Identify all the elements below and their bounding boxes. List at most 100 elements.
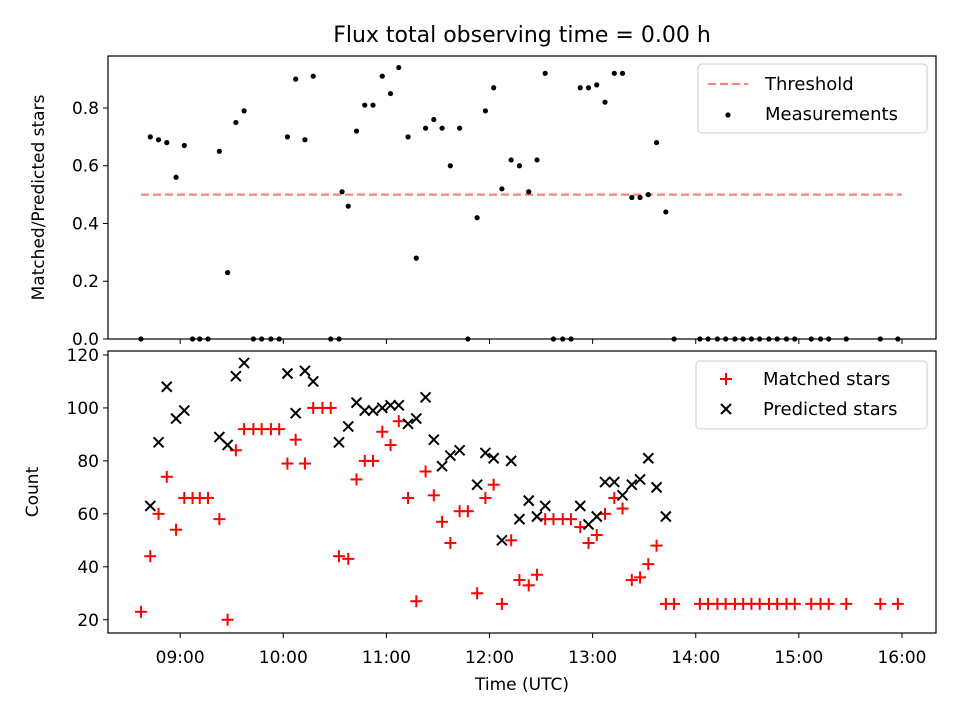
matched-star-point — [342, 552, 355, 565]
bottom-y-tick-label: 100 — [67, 399, 99, 419]
measurement-point — [585, 85, 592, 91]
measurement-point — [534, 157, 540, 163]
matched-star-point — [650, 539, 663, 552]
predicted-star-point — [281, 367, 294, 380]
x-tick-label: 13:00 — [568, 648, 617, 668]
measurement-point — [216, 148, 222, 154]
matched-star-point — [471, 587, 484, 600]
matched-star-point — [213, 513, 226, 526]
predicted-star-point — [393, 399, 405, 411]
measurement-point — [233, 119, 239, 126]
top-y-tick-label: 0.4 — [72, 214, 99, 234]
measurement-point — [474, 215, 480, 221]
matched-star-point — [634, 571, 647, 584]
measurement-point — [431, 116, 437, 123]
measurement-point — [379, 73, 385, 79]
x-tick-label: 09:00 — [156, 648, 205, 668]
matched-star-point — [874, 597, 887, 610]
matched-star-point — [134, 605, 147, 618]
predicted-star-point — [505, 455, 517, 467]
matched-star-point — [202, 491, 215, 504]
predicted-star-point — [539, 500, 551, 512]
matched-star-point — [891, 597, 904, 610]
bottom-y-tick-label: 20 — [77, 611, 99, 631]
matched-star-point — [564, 513, 577, 526]
measurement-point — [173, 174, 179, 180]
measurement-point — [241, 108, 247, 114]
predicted-stars-legend-swatch — [720, 403, 732, 415]
measurement-point — [293, 76, 299, 82]
measurement-point — [611, 70, 617, 76]
matched-star-point — [402, 491, 415, 504]
bottom-y-tick-label: 40 — [77, 558, 99, 578]
measurement-point — [422, 125, 429, 131]
measurement-point — [155, 137, 162, 143]
matched-star-point — [427, 489, 440, 502]
matched-star-point — [436, 515, 449, 528]
predicted-star-point — [230, 370, 242, 382]
predicted-star-point — [436, 460, 448, 472]
measurement-point — [637, 194, 643, 201]
predicted-stars-markers — [144, 357, 672, 547]
measurement-point — [526, 189, 532, 195]
predicted-star-point — [289, 407, 302, 419]
x-tick-label: 15:00 — [774, 648, 823, 668]
measurement-point — [457, 125, 463, 131]
matched-star-point — [608, 491, 621, 504]
matched-star-point — [152, 507, 165, 520]
measurement-point — [619, 70, 626, 76]
predicted-star-point — [453, 444, 466, 457]
matched-star-point — [616, 502, 629, 515]
predicted-star-point — [642, 452, 655, 464]
measurement-point — [181, 142, 187, 149]
matched-star-point — [376, 425, 389, 438]
top-y-axis-label: Matched/Predicted stars — [29, 94, 49, 300]
predicted-star-point — [342, 420, 354, 433]
matched-stars-legend-swatch — [720, 373, 732, 385]
bottom-y-tick-label: 60 — [77, 505, 99, 525]
measurement-point — [339, 189, 345, 195]
bottom-plot-frame — [107, 350, 937, 634]
matched-star-point — [505, 534, 518, 547]
matched-star-point — [574, 521, 587, 534]
predicted-star-point — [161, 381, 173, 393]
matched-stars-legend-label: Matched stars — [763, 369, 890, 390]
predicted-star-point — [616, 489, 629, 502]
predicted-star-point — [513, 513, 526, 525]
matched-star-point — [668, 597, 681, 610]
predicted-star-point — [444, 449, 457, 462]
bottom-y-axis-label: Count — [23, 466, 43, 517]
matched-star-point — [590, 529, 603, 542]
predicted-star-point — [238, 357, 250, 369]
measurement-point — [396, 64, 402, 71]
threshold-legend-label: Threshold — [764, 74, 854, 95]
predicted-star-point — [299, 365, 311, 377]
measurement-point — [491, 85, 497, 91]
matched-star-point — [444, 536, 457, 549]
predicted-star-point — [496, 534, 508, 547]
x-tick-label: 10:00 — [259, 648, 308, 668]
predicted-star-point — [487, 452, 500, 464]
predicted-star-point — [221, 439, 234, 451]
bottom-axis-ticks: 20 40 60 80 100 120 09:00 10:00 11:00 12:00 13:00 1… — [67, 346, 927, 668]
measurement-point — [542, 70, 548, 76]
measurement-point — [602, 99, 608, 105]
predicted-star-point — [608, 476, 620, 488]
predicted-star-point — [367, 404, 379, 417]
matched-star-point — [582, 536, 595, 549]
top-y-tick-label: 0.6 — [72, 157, 99, 177]
x-tick-label: 11:00 — [362, 648, 411, 668]
counts-panel: 20 40 60 80 100 120 09:00 10:00 11:00 12:00 13:00 1… — [23, 346, 937, 695]
measurement-point — [310, 73, 316, 79]
predicted-star-point — [178, 404, 191, 417]
matched-star-point — [513, 574, 526, 587]
predicted-star-point — [634, 473, 646, 486]
predicted-star-point — [419, 391, 432, 404]
measurement-point — [302, 137, 308, 143]
top-y-tick-label: 0.2 — [72, 272, 99, 292]
predicted-star-point — [428, 433, 440, 446]
predicted-star-point — [307, 375, 319, 388]
measurement-point — [147, 134, 153, 140]
predicted-star-point — [626, 479, 638, 491]
matched-star-point — [350, 473, 363, 486]
